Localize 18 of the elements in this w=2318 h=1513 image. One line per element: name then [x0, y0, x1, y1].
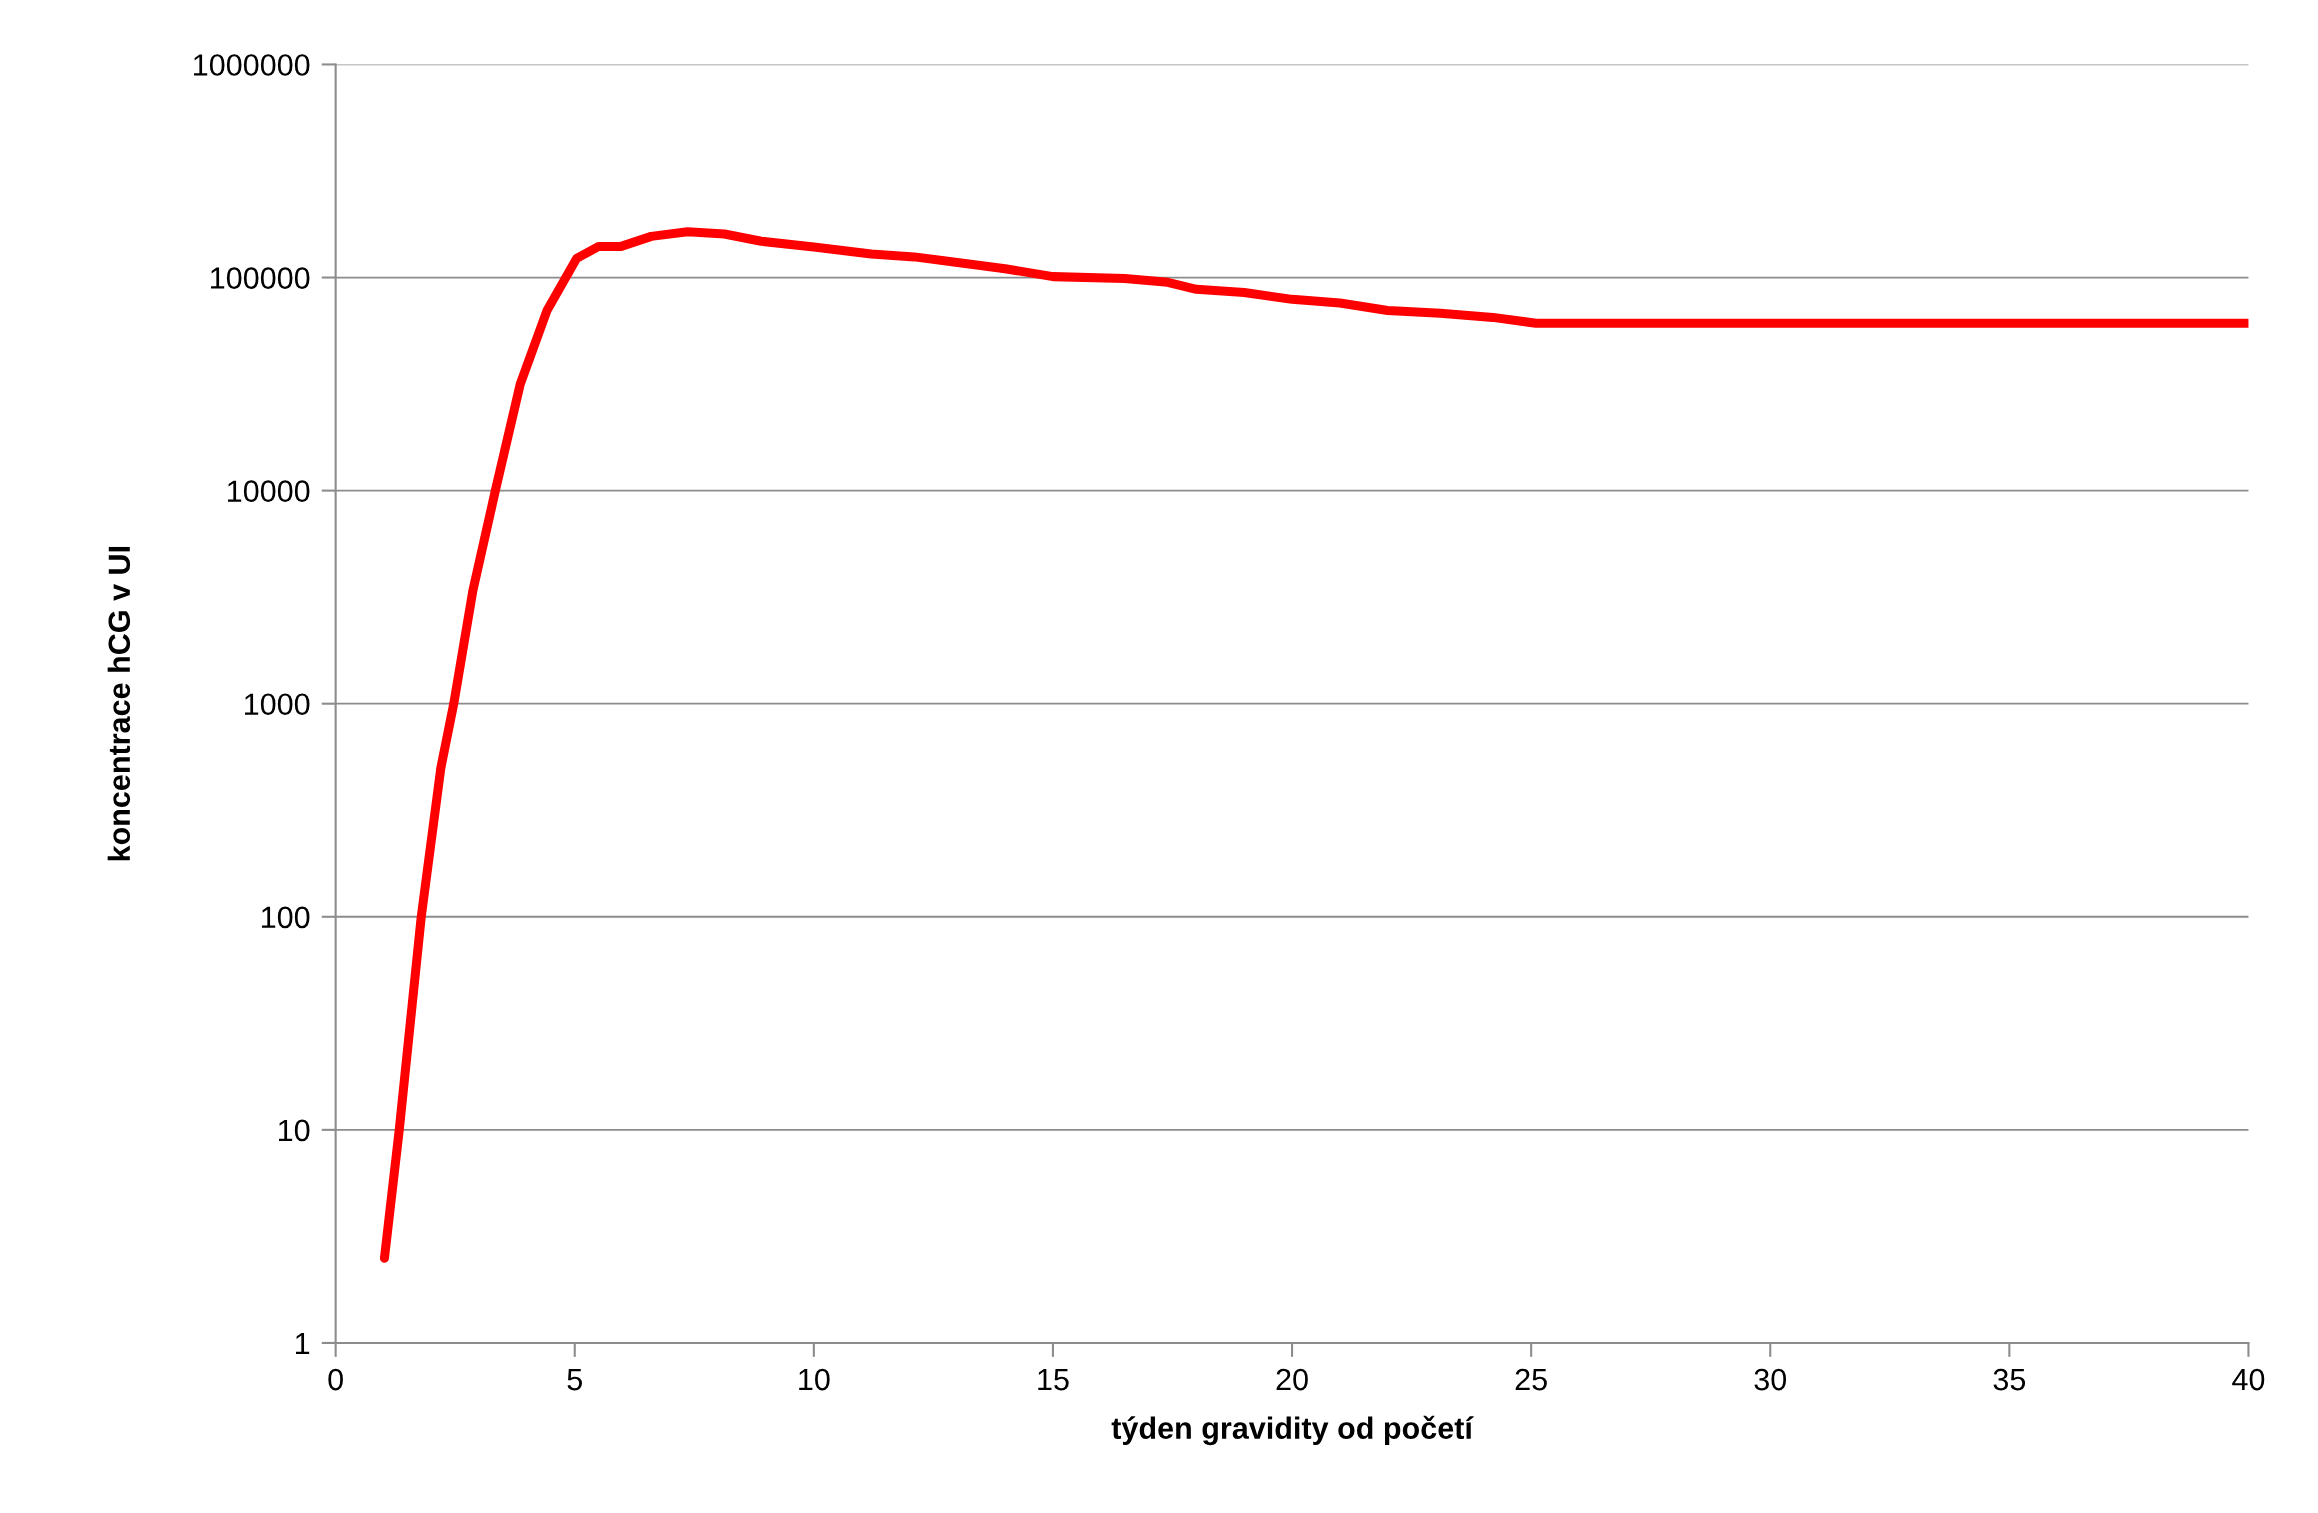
y-tick-label: 1000 — [245, 693, 310, 716]
x-tick-label: 5 — [567, 1369, 582, 1391]
x-tick-label: 10 — [799, 1368, 830, 1391]
y-tick-label: 100 — [262, 906, 310, 929]
x-tick-label: 0 — [328, 1368, 343, 1391]
x-tick-label: 15 — [1038, 1369, 1069, 1391]
x-tick-label: 20 — [1276, 1368, 1308, 1391]
y-tick-label: 10 — [278, 1119, 310, 1142]
x-axis-title: týden gravidity od početí — [1111, 1415, 1474, 1446]
y-axis-title: koncentrace hCG v UI — [107, 546, 131, 861]
x-tick-label: 40 — [2232, 1368, 2265, 1391]
x-tick-label: 35 — [1993, 1368, 2026, 1391]
y-tick-label: 1 — [295, 1332, 310, 1355]
x-tick-label: 30 — [1754, 1368, 1787, 1391]
y-tick-label: 10000 — [228, 480, 310, 502]
y-tick-label: 100000 — [211, 267, 310, 289]
y-tick-label: 1000000 — [194, 54, 310, 76]
x-tick-label: 25 — [1515, 1368, 1547, 1391]
